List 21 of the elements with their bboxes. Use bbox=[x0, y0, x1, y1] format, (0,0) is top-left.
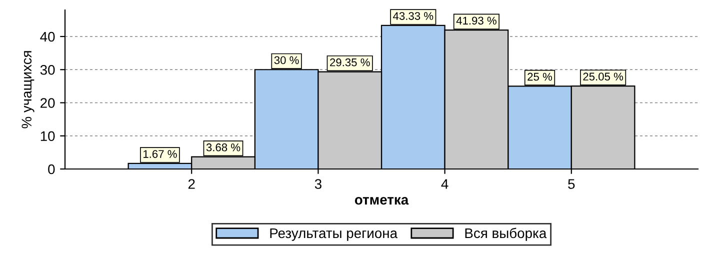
data-label: 25 % bbox=[528, 72, 552, 81]
data-label: 29.35 % bbox=[330, 58, 370, 66]
x-tick-label: 2 bbox=[188, 179, 195, 189]
x-tick-label: 5 bbox=[568, 179, 575, 189]
data-label: 25.05 % bbox=[583, 72, 624, 81]
data-label: 30 % bbox=[274, 56, 299, 64]
y-tick-label: 0 bbox=[48, 164, 55, 174]
data-label: 1.67 % bbox=[144, 150, 177, 158]
y-axis-title: % учащихся bbox=[22, 51, 34, 128]
y-tick-label: 10 bbox=[40, 131, 55, 142]
data-label: 43.33 % bbox=[393, 12, 434, 20]
x-tick-label: 4 bbox=[441, 179, 448, 189]
y-tick-label: 20 bbox=[40, 98, 55, 108]
y-tick-label: 30 bbox=[40, 64, 55, 75]
legend-label: Результаты региона bbox=[270, 228, 398, 241]
x-tick-label: 3 bbox=[314, 179, 322, 189]
y-tick-label: 40 bbox=[40, 32, 55, 42]
x-axis-title: отметка bbox=[354, 197, 409, 205]
legend-label: Вся выборка bbox=[465, 228, 547, 241]
data-label: 41.93 % bbox=[456, 16, 496, 25]
data-label: 3.68 % bbox=[206, 143, 240, 152]
